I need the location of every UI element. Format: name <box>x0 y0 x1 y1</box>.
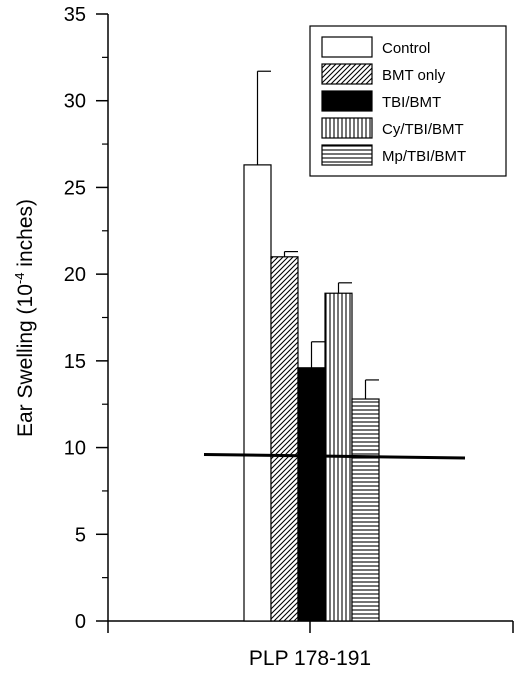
y-tick-label: 5 <box>75 524 86 546</box>
legend-label: Cy/TBI/BMT <box>382 121 464 138</box>
legend-label: BMT only <box>382 67 446 84</box>
legend-label: Control <box>382 40 430 57</box>
y-tick-label: 15 <box>64 351 86 373</box>
y-axis-label: Ear Swelling (10-4 inches) <box>12 199 37 437</box>
y-tick-label: 30 <box>64 91 86 113</box>
legend-label: TBI/BMT <box>382 94 441 111</box>
y-tick-label: 20 <box>64 264 86 286</box>
legend: Control BMT only TBI/BMT Cy/TBI/BMT Mp/TBI/B… <box>309 25 507 177</box>
legend-swatch <box>321 63 373 85</box>
y-axis-label-main: Ear Swelling (10 <box>14 284 37 437</box>
x-axis-label: PLP 178-191 <box>249 647 371 670</box>
bars <box>243 70 380 622</box>
bar <box>243 164 272 622</box>
legend-label: Mp/TBI/BMT <box>382 148 466 165</box>
legend-swatch <box>321 36 373 58</box>
legend-swatch <box>321 144 373 166</box>
y-tick-label: 35 <box>64 4 86 26</box>
legend-swatch <box>321 90 373 112</box>
y-ticks: 0 5 10 15 20 25 30 35 <box>64 4 108 633</box>
y-tick-label: 10 <box>64 438 86 460</box>
legend-swatch <box>321 117 373 139</box>
y-tick-label: 0 <box>75 611 86 633</box>
bar <box>270 256 299 622</box>
reference-line <box>203 453 466 460</box>
y-tick-label: 25 <box>64 177 86 199</box>
y-axis-label-tail: inches) <box>14 199 37 273</box>
bar <box>351 398 380 622</box>
y-axis-label-superscript: -4 <box>12 273 27 285</box>
bar <box>297 367 326 622</box>
